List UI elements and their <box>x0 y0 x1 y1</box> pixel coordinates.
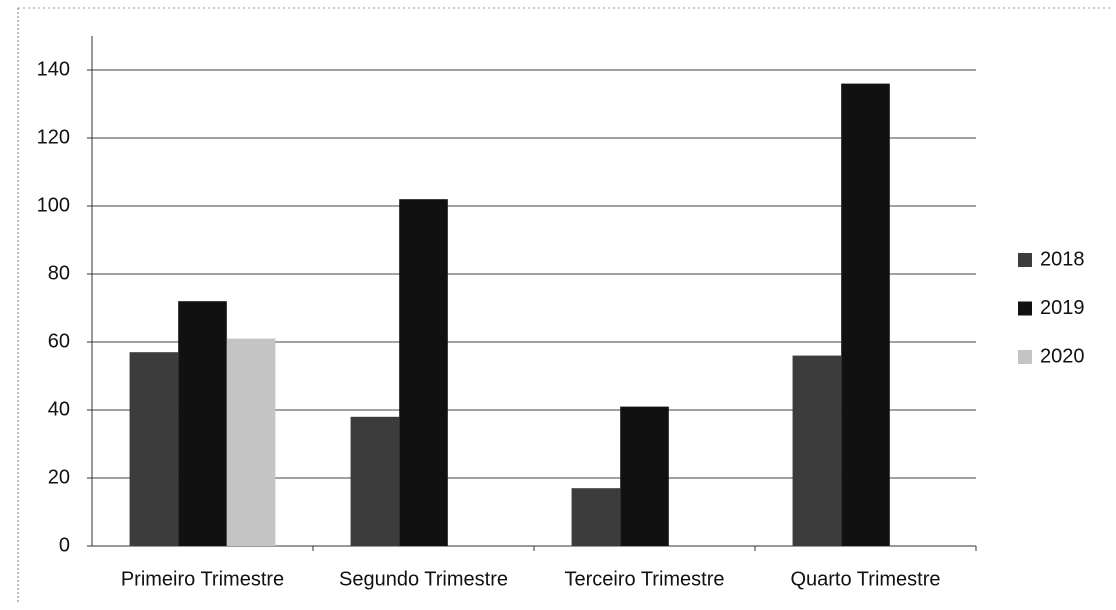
legend-label: 2019 <box>1040 297 1085 319</box>
y-tick-label: 140 <box>37 58 70 80</box>
bar <box>571 488 621 546</box>
bar <box>129 352 179 546</box>
y-tick-label: 80 <box>48 262 70 284</box>
y-tick-label: 120 <box>37 126 70 148</box>
bar <box>620 406 669 546</box>
bar <box>226 338 276 546</box>
legend-swatch <box>1018 350 1032 364</box>
x-tick-label: Segundo Trimestre <box>339 568 508 590</box>
x-tick-label: Primeiro Trimestre <box>121 568 284 590</box>
y-tick-label: 100 <box>37 194 70 216</box>
y-tick-label: 60 <box>48 330 70 352</box>
legend-swatch <box>1018 301 1032 316</box>
legend-swatch <box>1018 253 1032 267</box>
bar <box>399 199 448 546</box>
x-tick-label: Terceiro Trimestre <box>564 568 724 590</box>
bar <box>792 355 842 546</box>
bar <box>841 83 890 546</box>
y-tick-label: 0 <box>59 534 70 556</box>
x-tick-label: Quarto Trimestre <box>790 568 940 590</box>
bar <box>178 301 227 546</box>
legend-label: 2018 <box>1040 248 1085 270</box>
y-tick-label: 20 <box>48 466 70 488</box>
bar <box>350 416 400 546</box>
y-tick-label: 40 <box>48 398 70 420</box>
legend-label: 2020 <box>1040 345 1085 367</box>
